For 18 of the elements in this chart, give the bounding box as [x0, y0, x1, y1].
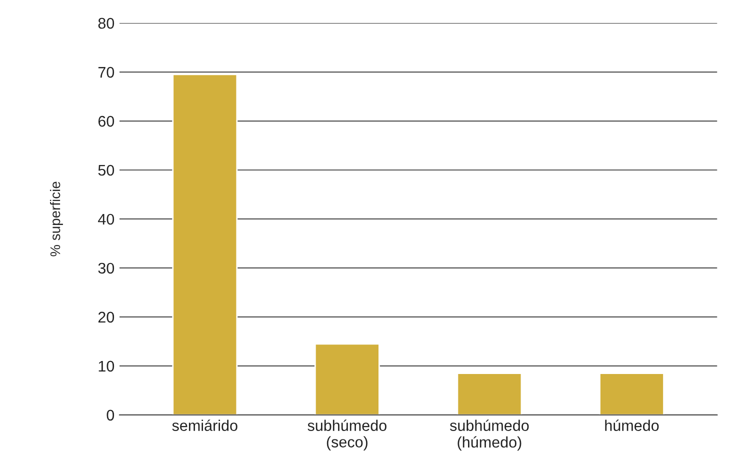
- bar: [172, 74, 238, 415]
- y-tick-label: 70: [98, 66, 114, 78]
- x-tick-label: húmedo: [605, 420, 659, 431]
- x-tick-label: subhúmedo (húmedo): [450, 420, 529, 451]
- y-axis-title: % superficie: [50, 182, 63, 256]
- bar: [599, 372, 664, 415]
- y-tick-label: 0: [106, 410, 114, 421]
- y-tick-label: 40: [98, 214, 114, 225]
- y-tick-label: 80: [98, 18, 114, 29]
- bar: [456, 372, 522, 415]
- y-tick-label: 50: [98, 164, 114, 176]
- y-tick-label: 10: [98, 360, 114, 372]
- y-tick-label: 30: [98, 262, 114, 274]
- y-tick-label: 20: [98, 312, 114, 323]
- bar: [314, 343, 380, 415]
- x-tick-label: semiárido: [172, 420, 238, 431]
- y-tick-label: 60: [98, 116, 114, 127]
- x-tick-label: subhúmedo (seco): [308, 420, 386, 450]
